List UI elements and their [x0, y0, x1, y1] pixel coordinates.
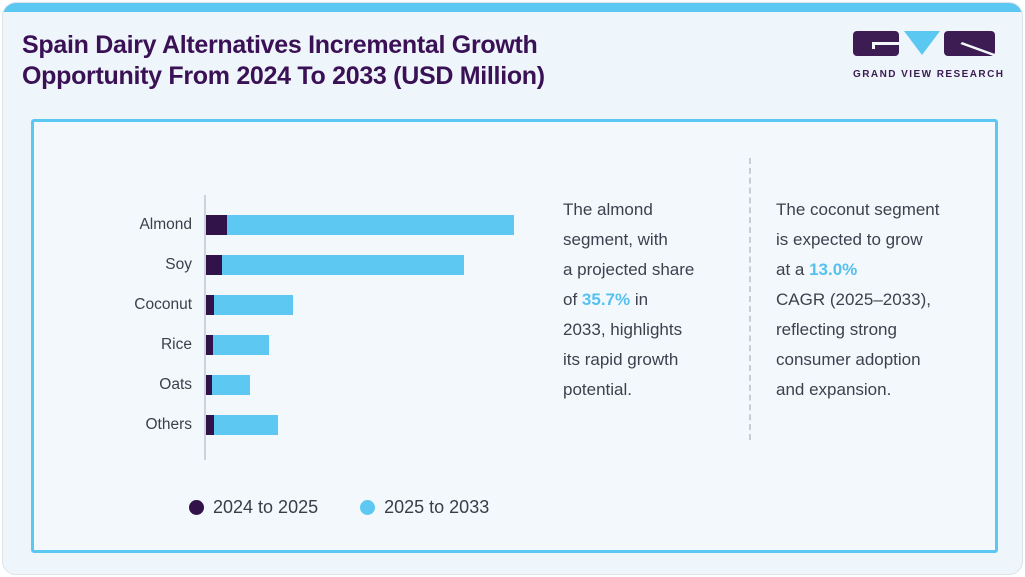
legend-label: 2024 to 2025 [213, 497, 319, 517]
chart-card: Almond Soy Coconut Rice Oats Others 2024 to 2… [31, 119, 998, 553]
insight-line: segment, with [563, 225, 743, 255]
bar-segment-2024-to-2025 [206, 295, 214, 315]
insight-text: at a [776, 260, 810, 279]
insight-text: in [630, 290, 649, 309]
bar-segment-2024-to-2025 [206, 375, 212, 395]
bar-segment-2024-to-2025 [206, 255, 223, 275]
accent-value: 13.0% [809, 260, 858, 279]
insight-line: CAGR (2025–2033), [776, 285, 976, 315]
category-label: Oats [159, 376, 192, 393]
bar-row [206, 255, 564, 275]
bar-row [206, 415, 564, 435]
insight-text-almond: The almond segment, with a projected share… [563, 195, 743, 405]
insight-line: potential. [563, 375, 743, 405]
category-label: Coconut [134, 296, 192, 313]
plot-area [204, 195, 564, 460]
legend-dot-2024-to-2025 [189, 500, 204, 515]
insight-line: consumer adoption [776, 345, 976, 375]
bar-segment-2025-to-2033 [214, 415, 279, 435]
page-title-line1: Spain Dairy Alternatives Incremental Gro… [22, 31, 538, 59]
legend-item: 2025 to 2033 [360, 497, 489, 518]
chart-legend: 2024 to 2025 2025 to 2033 [189, 497, 489, 518]
category-axis: Almond Soy Coconut Rice Oats Others [34, 195, 204, 460]
insight-text: of [563, 290, 582, 309]
bar-segment-2024-to-2025 [206, 215, 227, 235]
legend-label: 2025 to 2033 [384, 497, 490, 517]
category-label: Rice [160, 336, 192, 353]
top-accent-bar [3, 3, 1022, 12]
insight-text: is expected to grow [776, 230, 923, 249]
bar-row [206, 215, 564, 235]
bar-segment-2025-to-2033 [211, 375, 250, 395]
insight-line: and expansion. [776, 375, 976, 405]
bar-row [206, 295, 564, 315]
insight-text: its rapid growth [563, 350, 679, 369]
page-title-line2: Opportunity From 2024 To 2033 (USD Milli… [22, 62, 545, 90]
insight-text: consumer adoption [776, 350, 921, 369]
insight-line: its rapid growth [563, 345, 743, 375]
insight-line: a projected share [563, 255, 743, 285]
bar-segment-2025-to-2033 [226, 215, 514, 235]
insight-line: 2033, highlights [563, 315, 743, 345]
gvr-logo-text: GRAND VIEW RESEARCH [853, 69, 1005, 80]
insight-line: reflecting strong [776, 315, 976, 345]
insight-text-coconut: The coconut segment is expected to grow at… [776, 195, 976, 405]
insight-line: is expected to grow [776, 225, 976, 255]
gvr-logo-icon [853, 31, 995, 56]
bar-chart: Almond Soy Coconut Rice Oats Others [34, 195, 564, 460]
legend-item: 2024 to 2025 [189, 497, 318, 518]
bar-segment-2025-to-2033 [222, 255, 465, 275]
insight-text: The almond [563, 200, 653, 219]
bar-row [206, 335, 564, 355]
accent-value: 35.7% [581, 290, 631, 309]
insight-text: 2033, highlights [563, 320, 683, 339]
bar-segment-2024-to-2025 [206, 335, 214, 355]
insight-text: segment, with [563, 230, 668, 249]
insight-text: potential. [563, 380, 632, 399]
insight-text: and expansion. [776, 380, 892, 399]
legend-dot-2025-to-2033 [360, 500, 376, 515]
insight-text: CAGR (2025–2033), [776, 290, 931, 309]
bar-segment-2025-to-2033 [214, 295, 293, 315]
insight-line: of 35.7% in [563, 285, 743, 315]
insight-text: The coconut segment [776, 200, 940, 219]
category-label: Soy [165, 256, 192, 273]
category-label: Almond [139, 216, 192, 233]
bar-segment-2024-to-2025 [206, 415, 214, 435]
bar-row [206, 375, 564, 395]
insight-text: reflecting strong [776, 320, 897, 339]
category-label: Others [145, 416, 192, 433]
insight-line: The almond [563, 195, 743, 225]
gvr-logo: GRAND VIEW RESEARCH [853, 31, 1005, 80]
page-title: Spain Dairy Alternatives Incremental Gro… [22, 30, 545, 92]
insight-line: The coconut segment [776, 195, 976, 225]
insight-text: a projected share [563, 260, 695, 279]
bar-segment-2025-to-2033 [213, 335, 270, 355]
dashed-divider [749, 158, 751, 440]
insight-line: at a 13.0% [776, 255, 976, 285]
